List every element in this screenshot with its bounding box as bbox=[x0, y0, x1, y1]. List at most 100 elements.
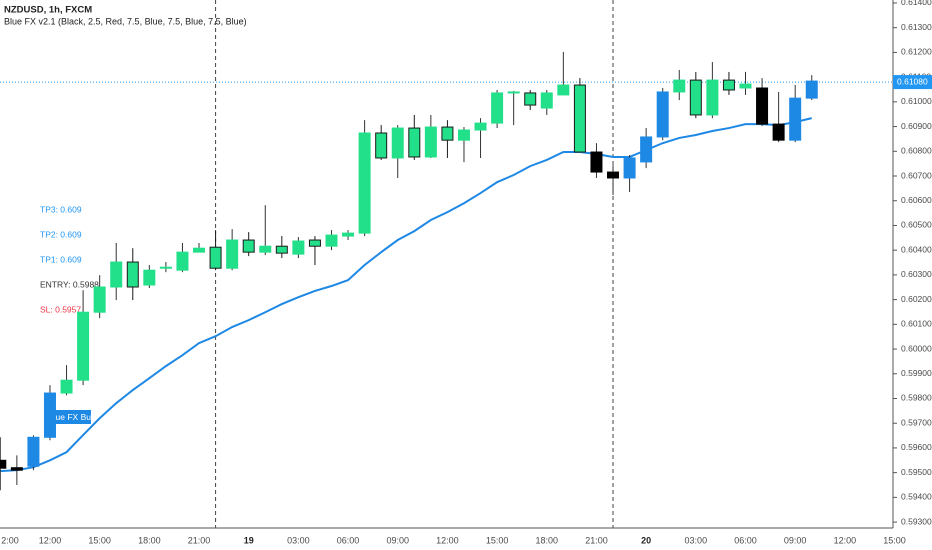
candle-body bbox=[474, 122, 487, 131]
candle-body bbox=[623, 157, 636, 179]
y-tick-label: 0.61200 bbox=[901, 47, 932, 57]
y-tick-label: 0.61400 bbox=[901, 0, 932, 7]
x-tick-label: 18:00 bbox=[138, 535, 161, 545]
x-tick-label: 21:00 bbox=[585, 535, 608, 545]
candle-body bbox=[540, 92, 553, 109]
candle-body bbox=[391, 127, 404, 159]
candle-body bbox=[524, 92, 537, 106]
candle-body bbox=[242, 239, 255, 253]
candle-body bbox=[789, 97, 802, 141]
candle-body bbox=[722, 79, 735, 91]
candle-body bbox=[640, 136, 653, 163]
candle-body bbox=[375, 132, 388, 159]
candle-body bbox=[491, 92, 504, 124]
plot-area: TP3: 0.609 TP2: 0.609 TP1: 0.609 ENTRY: 0.5… bbox=[0, 0, 893, 528]
y-tick-label: 0.60900 bbox=[901, 121, 932, 131]
candle-body bbox=[308, 239, 321, 247]
level-label: TP2: 0.609 bbox=[40, 229, 82, 239]
candle-body bbox=[77, 311, 90, 381]
y-tick-label: 0.60400 bbox=[901, 244, 932, 254]
x-tick-label: 12:00 bbox=[834, 535, 857, 545]
candle-body bbox=[159, 266, 172, 269]
x-tick-label: 15:00 bbox=[88, 535, 111, 545]
candle-body bbox=[689, 79, 702, 116]
last-price-tag bbox=[893, 75, 932, 90]
candle-body bbox=[275, 245, 288, 254]
candle-body bbox=[193, 247, 206, 253]
candle-body bbox=[441, 126, 454, 141]
candle-body bbox=[590, 151, 603, 173]
candle-body bbox=[292, 240, 305, 255]
x-tick-label: 19 bbox=[244, 535, 254, 545]
x-tick-label: 09:00 bbox=[784, 535, 807, 545]
level-label: TP3: 0.609 bbox=[40, 204, 82, 214]
candle-body bbox=[259, 245, 272, 253]
candle-body bbox=[424, 126, 437, 158]
candle-body bbox=[607, 171, 620, 179]
y-tick-label: 0.59300 bbox=[901, 516, 932, 526]
signal-label: Blue FX Buy bbox=[48, 412, 96, 422]
level-label: ENTRY: 0.5988 bbox=[40, 279, 99, 289]
x-tick-label: 2:00 bbox=[1, 535, 19, 545]
candle-body bbox=[557, 84, 570, 96]
candle-body bbox=[507, 91, 520, 94]
last-price-label: 0.61080 bbox=[897, 76, 928, 86]
x-tick-label: 06:00 bbox=[337, 535, 360, 545]
x-tick-label: 18:00 bbox=[536, 535, 559, 545]
candle-body bbox=[176, 251, 189, 271]
candle-body bbox=[110, 261, 123, 288]
y-tick-label: 0.59700 bbox=[901, 417, 932, 427]
candle-body bbox=[43, 392, 56, 438]
candle-body bbox=[60, 379, 73, 394]
candle-body bbox=[126, 261, 139, 288]
signal-box bbox=[44, 410, 91, 424]
y-tick-label: 0.59800 bbox=[901, 393, 932, 403]
y-tick-label: 0.61000 bbox=[901, 96, 932, 106]
level-label: SL: 0.5957 bbox=[40, 304, 81, 314]
candle-body bbox=[27, 436, 40, 467]
y-tick-label: 0.59500 bbox=[901, 467, 932, 477]
candle-body bbox=[656, 91, 669, 138]
level-label: TP1: 0.609 bbox=[40, 254, 82, 264]
x-tick-label: 15:00 bbox=[486, 535, 509, 545]
candle-body bbox=[408, 127, 421, 158]
y-tick-label: 0.59900 bbox=[901, 368, 932, 378]
y-tick-label: 0.60100 bbox=[901, 319, 932, 329]
candle-body bbox=[673, 79, 686, 93]
x-tick-label: 20 bbox=[641, 535, 651, 545]
chart-title: NZDUSD, 1h, FXCM bbox=[4, 5, 92, 16]
candle-body bbox=[805, 80, 818, 99]
candle-body bbox=[143, 269, 156, 286]
candle-body bbox=[0, 459, 7, 469]
candle-body bbox=[358, 132, 371, 234]
candle-body bbox=[226, 239, 239, 269]
candle-body bbox=[739, 83, 752, 89]
x-tick-label: 03:00 bbox=[685, 535, 708, 545]
y-tick-label: 0.60700 bbox=[901, 170, 932, 180]
x-tick-label: 12:00 bbox=[39, 535, 62, 545]
candle-body bbox=[10, 467, 23, 471]
x-tick-label: 06:00 bbox=[734, 535, 757, 545]
candle-body bbox=[756, 87, 769, 125]
x-tick-label: 03:00 bbox=[287, 535, 310, 545]
candle-body bbox=[706, 79, 719, 116]
x-tick-label: 21:00 bbox=[188, 535, 211, 545]
y-tick-label: 0.60300 bbox=[901, 269, 932, 279]
candle-body bbox=[209, 246, 222, 269]
y-tick-label: 0.59600 bbox=[901, 442, 932, 452]
indicator-legend: Blue FX v2.1 (Black, 2.5, Red, 7.5, Blue… bbox=[4, 16, 247, 26]
ma-line bbox=[0, 117, 812, 473]
y-tick-label: 0.59400 bbox=[901, 492, 932, 502]
y-tick-label: 0.60800 bbox=[901, 146, 932, 156]
candle-body bbox=[93, 286, 106, 313]
x-tick-label: 15:00 bbox=[883, 535, 906, 545]
y-tick-label: 0.61300 bbox=[901, 22, 932, 32]
y-tick-label: 0.60000 bbox=[901, 343, 932, 353]
y-tick-label: 0.60600 bbox=[901, 195, 932, 205]
candle-body bbox=[342, 232, 355, 237]
candle-body bbox=[325, 234, 338, 247]
candle-body bbox=[573, 84, 586, 153]
candle-body bbox=[772, 123, 785, 141]
x-tick-label: 09:00 bbox=[386, 535, 409, 545]
